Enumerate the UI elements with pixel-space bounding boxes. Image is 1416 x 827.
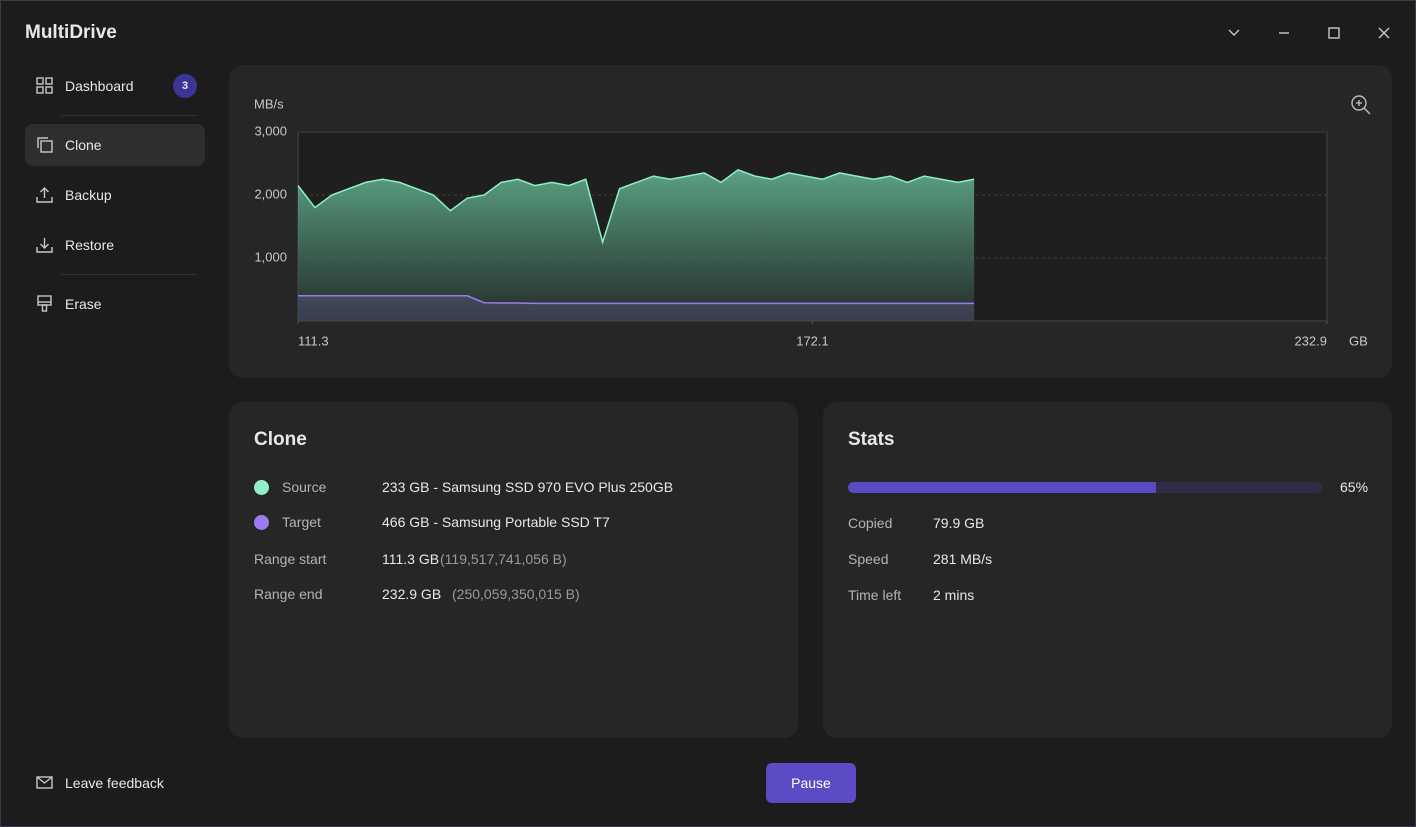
mail-icon	[36, 776, 53, 789]
backup-icon	[36, 187, 53, 203]
copied-value: 79.9 GB	[933, 515, 985, 531]
source-label: Source	[282, 479, 327, 495]
line	[298, 295, 975, 305]
range-end-label: Range end	[254, 586, 323, 602]
target-value: 466 GB - Samsung Portable SSD T7	[382, 514, 610, 530]
x-axis-label: GB	[1349, 333, 1368, 348]
nav-dashboard[interactable]: Dashboard	[65, 78, 134, 94]
y-tick-label: 1,000	[254, 249, 287, 264]
area	[298, 295, 975, 321]
range-start-value: 111.3 GB	[382, 551, 440, 567]
source-value: 233 GB - Samsung SSD 970 EVO Plus 250GB	[382, 479, 674, 495]
range-end-value: 232.9 GB	[382, 586, 442, 602]
dashboard-icon	[36, 77, 53, 94]
clone-title: Clone	[254, 429, 307, 450]
x-tick-label: 232.9	[1294, 333, 1327, 348]
source-dot	[254, 480, 269, 495]
line	[297, 168, 975, 245]
separator	[61, 115, 197, 116]
x-tick-label: 172.1	[796, 333, 829, 348]
nav-clone[interactable]: Clone	[65, 137, 102, 153]
zoom-icon[interactable]	[1351, 95, 1371, 115]
app-title: MultiDrive	[25, 22, 117, 43]
menu-chevron[interactable]	[1228, 29, 1240, 36]
range-start-bytes: (119,517,741,056 B)	[440, 551, 567, 567]
nav-backup[interactable]: Backup	[65, 187, 112, 203]
restore-icon	[36, 238, 53, 253]
time-left-label: Time left	[848, 587, 902, 603]
close-button[interactable]	[1378, 27, 1390, 39]
nav-restore[interactable]: Restore	[65, 237, 115, 253]
clone-card	[229, 402, 798, 738]
range-start-label: Range start	[254, 551, 327, 567]
separator	[61, 274, 197, 275]
progress-fill	[848, 482, 1157, 493]
time-left-value: 2 mins	[933, 587, 975, 603]
clone-icon	[37, 137, 53, 153]
speed-value: 281 MB/s	[933, 551, 993, 567]
y-axis-label: MB/s	[254, 96, 284, 111]
speed-label: Speed	[848, 551, 889, 567]
x-tick-label: 111.3	[298, 333, 329, 348]
window-controls	[1228, 27, 1390, 39]
pause-button[interactable]: Pause	[766, 763, 856, 803]
y-tick-label: 3,000	[254, 123, 287, 138]
stats-card	[823, 402, 1392, 738]
progress-track	[848, 482, 1322, 493]
copied-label: Copied	[848, 515, 893, 531]
feedback-link[interactable]: Leave feedback	[65, 775, 164, 791]
y-tick-label: 2,000	[254, 186, 287, 201]
nav-erase[interactable]: Erase	[65, 296, 102, 312]
target-dot	[254, 515, 269, 530]
maximize-button[interactable]	[1328, 27, 1340, 39]
stats-title: Stats	[848, 429, 895, 450]
target-label: Target	[282, 514, 321, 530]
erase-icon	[37, 295, 52, 312]
range-end-bytes: (250,059,350,015 B)	[452, 586, 580, 602]
nav-badge: 3	[173, 74, 197, 98]
active-nav-bg	[25, 124, 205, 166]
area	[298, 169, 975, 321]
chart: MB/s GB 1,000 2,000 3,000 111.3 172.1 232.9	[254, 95, 1371, 348]
progress-label: 65%	[1340, 479, 1369, 495]
